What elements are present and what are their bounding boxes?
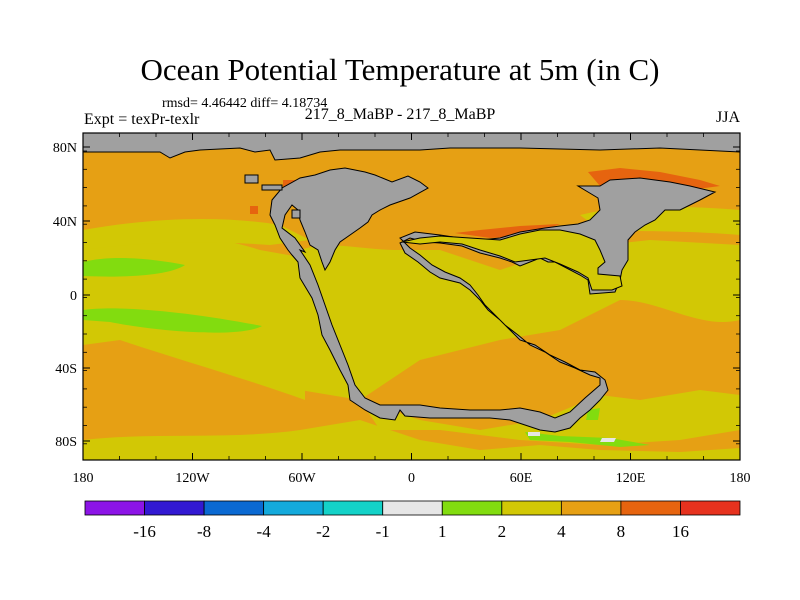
- x-tick-label: 120E: [616, 471, 646, 486]
- y-tick-label: 40N: [53, 215, 77, 230]
- colorbar-label: -1: [376, 522, 390, 541]
- colorbar-label: -4: [257, 522, 272, 541]
- colorbar-swatch: [203, 500, 265, 516]
- colorbar-label: -16: [133, 522, 156, 541]
- x-tick-label: 180: [73, 471, 94, 486]
- colorbar-swatch: [680, 500, 741, 516]
- y-tick-label: 0: [70, 289, 77, 304]
- field-green-patch-2: [83, 308, 262, 333]
- island-3: [291, 209, 301, 219]
- x-tick-label: 0: [408, 471, 415, 486]
- y-tick-label: 80S: [55, 435, 77, 450]
- map-title: Ocean Potential Temperature at 5m (in C): [140, 52, 660, 87]
- field-green-patch-4: [525, 432, 650, 447]
- x-tick-label: 60W: [288, 471, 316, 486]
- x-tick-label: 120W: [175, 471, 210, 486]
- colorbar-swatch: [144, 500, 205, 516]
- colorbar-label: 4: [557, 522, 566, 541]
- colorbar-label: 1: [438, 522, 447, 541]
- island-1: [244, 174, 259, 184]
- y-tick-label: 80N: [53, 141, 77, 156]
- colorbar-swatch: [322, 500, 384, 516]
- colorbar-swatch: [382, 500, 443, 516]
- x-axis: 180 120W 60W 0 60E 120E 180: [73, 133, 751, 486]
- colorbar-swatch: [620, 500, 681, 516]
- colorbar-swatch: [441, 500, 503, 516]
- map-field: [83, 133, 740, 460]
- colorbar-label: 8: [617, 522, 626, 541]
- y-axis: 80N 40N 0 40S 80S: [53, 141, 740, 450]
- x-tick-label: 180: [730, 471, 751, 486]
- colorbar-swatch: [501, 500, 562, 516]
- rmsd-diff-stats: rmsd= 4.46442 diff= 4.18734: [162, 96, 328, 111]
- field-yellow-band-east: [300, 240, 740, 400]
- colorbar-label: -8: [197, 522, 211, 541]
- y-tick-label: 40S: [55, 362, 77, 377]
- colorbar-label: 16: [672, 522, 689, 541]
- colorbar-label: -2: [316, 522, 330, 541]
- field-yellow-band-west-south: [83, 420, 740, 460]
- colorbar-swatch: [560, 500, 622, 516]
- field-green-patch-1: [83, 258, 185, 277]
- field-near-zero-patch-1: [528, 432, 540, 436]
- experiment-subtitle: 217_8_MaBP - 217_8_MaBP: [304, 106, 496, 123]
- x-tick-label: 60E: [510, 471, 533, 486]
- island-2: [261, 184, 283, 191]
- colorbar-label: 2: [498, 522, 507, 541]
- colorbar-swatch: [263, 500, 324, 516]
- season-label: JJA: [715, 109, 740, 126]
- experiment-label: Expt = texPr-texlr: [84, 111, 200, 128]
- field-yellow-north-atlantic: [83, 218, 310, 250]
- ocean-tethys-bay: [401, 229, 623, 291]
- field-red-patch-5: [250, 206, 258, 214]
- colorbar-swatch: [84, 500, 145, 516]
- field-near-zero-patch-2: [600, 438, 616, 442]
- colorbar: -16 -8 -4 -2 -1 1 2 4 8 16: [84, 500, 741, 541]
